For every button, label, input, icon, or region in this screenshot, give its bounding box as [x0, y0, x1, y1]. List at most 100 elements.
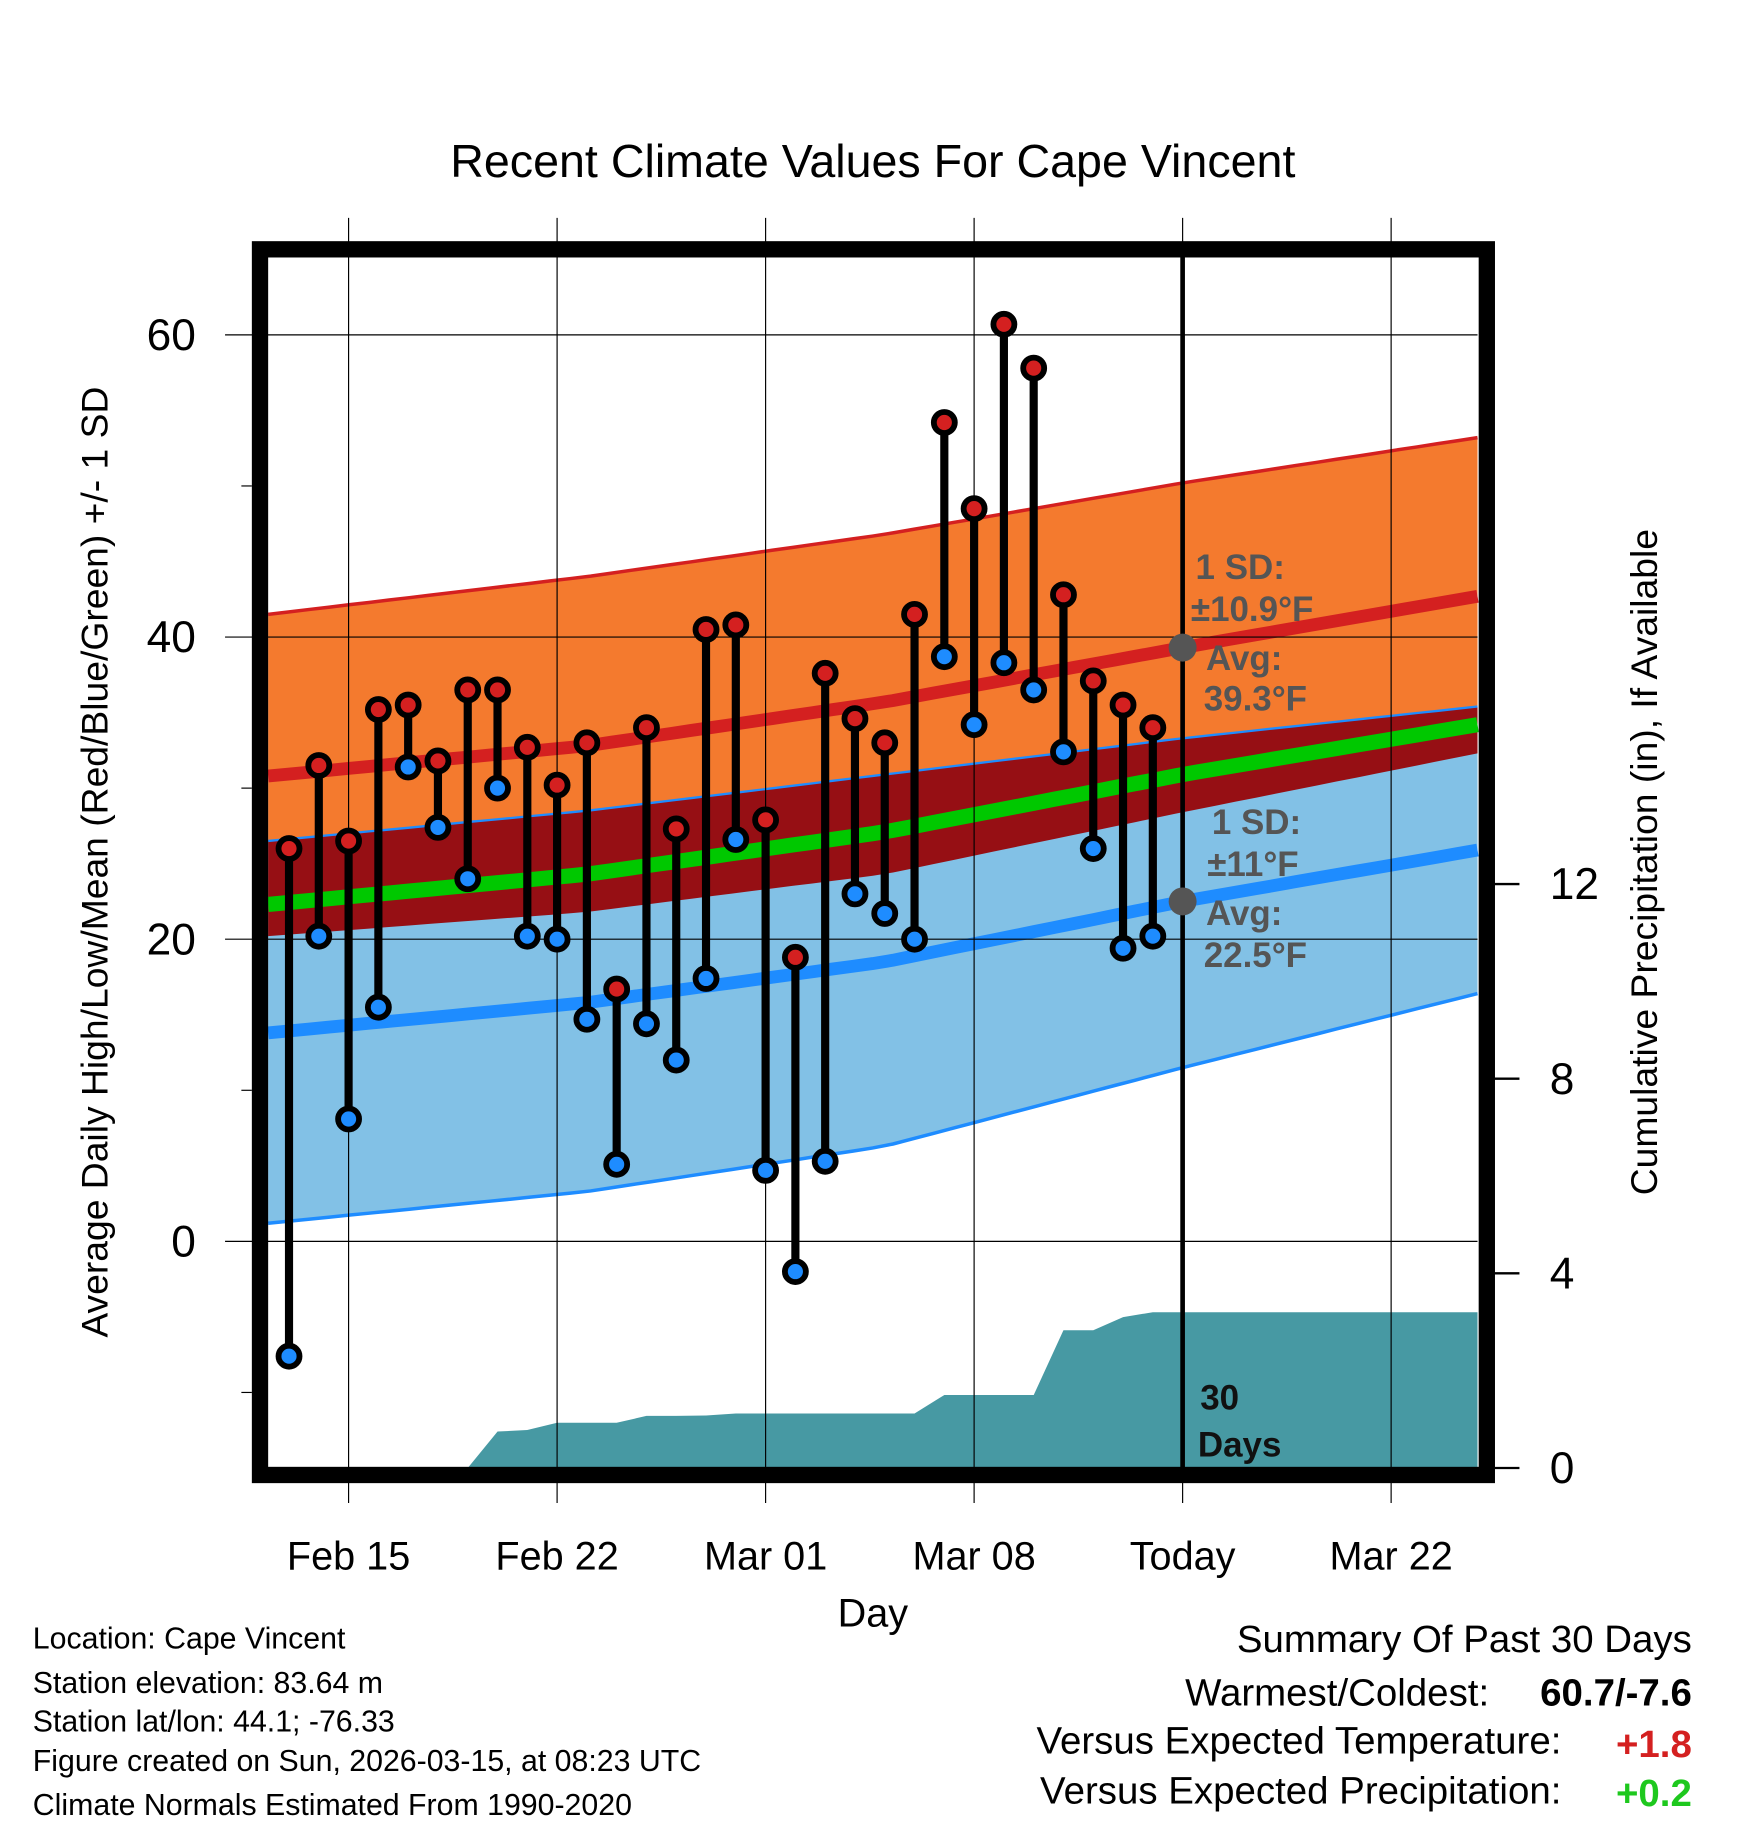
- high-point: [960, 495, 988, 523]
- low-point: [781, 1258, 809, 1285]
- days-label-line1: 30: [1200, 1379, 1239, 1418]
- y2-tick-label: 0: [1550, 1444, 1575, 1493]
- chart-title: Recent Climate Values For Cape Vincent: [450, 135, 1295, 187]
- normal-bands: [267, 435, 1479, 1225]
- high-point: [364, 696, 392, 723]
- low-point: [662, 1046, 690, 1074]
- warmest-coldest-label: Warmest/Coldest:: [1185, 1672, 1489, 1715]
- x-tick-label: Feb 22: [495, 1534, 618, 1578]
- high-avg-label: Avg:: [1206, 639, 1282, 678]
- low-point: [335, 1105, 362, 1133]
- low-avg-value: 22.5°F: [1204, 936, 1307, 975]
- temp-anomaly-value: +1.8: [1616, 1723, 1692, 1766]
- high-avg-value: 39.3°F: [1204, 680, 1307, 719]
- low-point: [603, 1150, 631, 1178]
- plot-frame: [251, 241, 1495, 1484]
- high-point: [1139, 714, 1167, 742]
- y2-tick-label: 8: [1550, 1055, 1575, 1104]
- high-point: [692, 616, 720, 643]
- summary-panel: Summary Of Past 30 Days Warmest/Coldest:…: [1036, 1618, 1691, 1815]
- y-tick-label: 20: [147, 915, 196, 964]
- low-point: [930, 643, 958, 671]
- station-info: Location: Cape Vincent Station elevation…: [33, 1623, 701, 1823]
- low-point: [960, 711, 988, 739]
- low-point: [484, 774, 511, 802]
- precip-anomaly-label: Versus Expected Precipitation:: [1040, 1770, 1561, 1813]
- low-point: [394, 753, 422, 781]
- high-point: [1020, 354, 1048, 382]
- x-axis-label: Day: [838, 1591, 909, 1635]
- high-point: [811, 659, 839, 687]
- low-point: [901, 925, 928, 953]
- low-point: [364, 993, 392, 1021]
- today-low-avg-marker: [1168, 887, 1197, 916]
- low-point: [424, 814, 452, 841]
- created-text: Figure created on Sun, 2026-03-15, at 08…: [33, 1745, 701, 1778]
- low-point: [573, 1005, 601, 1033]
- high-point: [930, 409, 958, 436]
- low-point: [871, 900, 899, 927]
- low-point: [1139, 922, 1167, 950]
- cumulative-precip-area: [268, 1312, 1478, 1468]
- y-tick-label: 60: [147, 311, 196, 360]
- latlon-text: Station lat/lon: 44.1; -76.33: [33, 1705, 395, 1738]
- summary-title: Summary Of Past 30 Days: [1237, 1618, 1692, 1661]
- x-tick-label: Mar 08: [912, 1534, 1035, 1578]
- warmest-coldest-value: 60.7/-7.6: [1540, 1672, 1692, 1715]
- high-plus-sd-line: [267, 435, 1478, 617]
- x-tick-label: Mar 22: [1329, 1534, 1452, 1578]
- high-point: [573, 729, 601, 757]
- high-point: [841, 705, 869, 733]
- low-point: [633, 1010, 660, 1038]
- high-point: [305, 752, 333, 779]
- high-point: [603, 975, 631, 1003]
- precipitation-area: [268, 1312, 1478, 1468]
- low-sd-value: ±11°F: [1207, 845, 1298, 884]
- normals-text: Climate Normals Estimated From 1990-2020: [33, 1789, 632, 1822]
- precip-anomaly-value: +0.2: [1616, 1772, 1692, 1815]
- high-point: [722, 611, 750, 639]
- low-point: [752, 1156, 780, 1184]
- low-point: [543, 925, 571, 953]
- high-point: [394, 691, 422, 719]
- low-point: [722, 826, 750, 853]
- high-point: [454, 676, 482, 704]
- high-point: [424, 747, 452, 775]
- low-point: [841, 880, 869, 908]
- high-point: [543, 771, 571, 799]
- x-tick-label: Today: [1130, 1534, 1236, 1578]
- low-point: [305, 922, 333, 950]
- high-point: [275, 835, 303, 862]
- high-point: [335, 827, 362, 855]
- high-point: [1079, 667, 1107, 695]
- high-point: [752, 806, 780, 834]
- low-sd-label: 1 SD:: [1212, 803, 1301, 842]
- low-point: [454, 865, 482, 893]
- elevation-text: Station elevation: 83.64 m: [33, 1667, 383, 1700]
- x-tick-label: Feb 15: [287, 1534, 410, 1578]
- y-tick-label: 40: [147, 613, 196, 662]
- low-point: [692, 965, 720, 992]
- x-tick-label: Mar 01: [704, 1534, 827, 1578]
- low-point: [513, 922, 541, 950]
- daily-series: [275, 310, 1197, 1370]
- y-axis-label: Average Daily High/Low/Mean (Red/Blue/Gr…: [73, 387, 115, 1338]
- y2-axis-label: Cumulative Precipitation (in), If Availa…: [1623, 529, 1665, 1195]
- low-point: [1079, 835, 1107, 862]
- low-point: [1050, 738, 1077, 766]
- annotations: 1 SD: ±10.9°F Avg: 39.3°F 1 SD: ±11°F Av…: [1191, 548, 1314, 1464]
- low-point: [990, 649, 1018, 677]
- high-point: [871, 729, 899, 757]
- high-point: [990, 310, 1018, 338]
- low-point: [811, 1147, 839, 1175]
- high-point: [1109, 691, 1137, 719]
- high-point: [901, 600, 928, 628]
- high-sd-label: 1 SD:: [1196, 548, 1285, 587]
- high-point: [662, 815, 690, 843]
- high-point: [484, 676, 511, 704]
- high-point: [1050, 581, 1077, 609]
- high-point: [781, 943, 809, 971]
- y-tick-label: 0: [171, 1218, 196, 1267]
